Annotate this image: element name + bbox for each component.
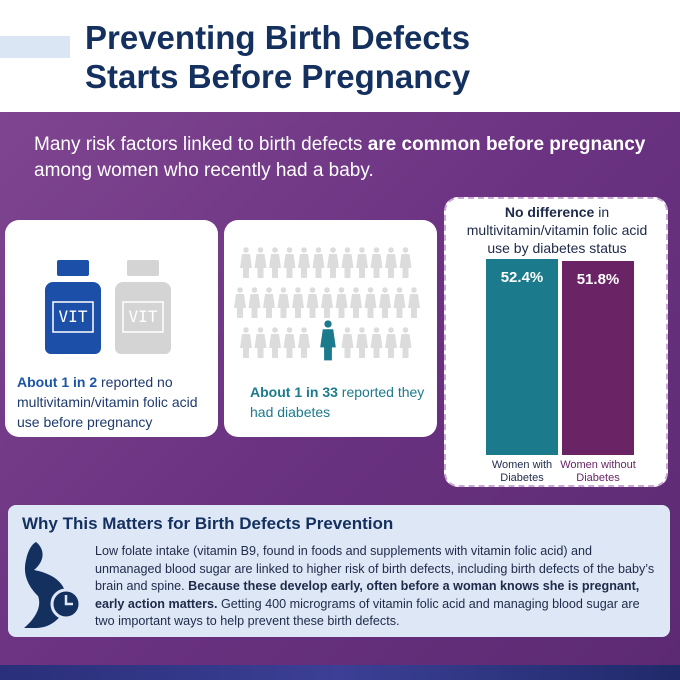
bottle (115, 282, 171, 354)
person (254, 327, 267, 358)
person (248, 287, 261, 318)
card: VIT VIT About 1 in 2 reported no multivi… (5, 220, 218, 437)
why-box: Why This Matters for Birth Defects Preve… (8, 505, 670, 637)
bar (486, 259, 558, 455)
person (408, 287, 420, 318)
person (370, 247, 383, 278)
person (393, 287, 406, 318)
person (298, 327, 310, 358)
plot: 52.4% Women with Diabetes 51.8% Women witho… (486, 259, 636, 484)
person (356, 327, 368, 358)
person (385, 327, 397, 358)
bottle-label (122, 301, 164, 333)
person (379, 287, 391, 318)
person (356, 247, 368, 278)
person (283, 327, 296, 358)
chart-title-text: in multivitamin/vitamin folic acid use b… (466, 204, 648, 256)
intro-text: Many risk factors linked to birth defect… (34, 134, 368, 155)
value-label: 52.4% (500, 269, 544, 286)
title-line: Preventing Birth Defects (85, 19, 471, 56)
person (364, 287, 377, 318)
why-bold: Because these develop early, often befor… (95, 579, 640, 611)
card-text: About 1 in 33 reported they had diabetes (250, 382, 430, 422)
bottle-label (52, 301, 94, 333)
intro-bold: are common before pregnancy (367, 134, 646, 155)
bottles: VIT VIT (45, 260, 171, 354)
person (298, 247, 310, 278)
category-label: Women without Diabetes (560, 459, 636, 484)
person (240, 327, 252, 358)
bottle-cap (127, 260, 159, 276)
person (277, 287, 290, 318)
bottle-text: VIT (59, 307, 88, 326)
person (263, 287, 275, 318)
why-text: Getting 400 micrograms of vitamin folic … (95, 596, 640, 629)
person (350, 287, 362, 318)
person (240, 247, 252, 278)
person (385, 247, 397, 278)
card: About 1 in 33 reported they had diabetes (224, 220, 437, 437)
title: Preventing Birth Defects Starts Before P… (85, 18, 470, 96)
person (269, 327, 281, 358)
chart-card: No difference in multivitamin/vitamin fo… (444, 197, 668, 487)
intro: Many risk factors linked to birth defect… (34, 132, 654, 184)
chart-title-bold: No difference (504, 204, 595, 220)
why-title: Why This Matters for Birth Defects Preve… (22, 514, 394, 533)
bottle-cap (57, 260, 89, 276)
title-line: Starts Before Pregnancy (85, 58, 471, 95)
why-body: Low folate intake (vitamin B9, found in … (95, 543, 655, 631)
person (370, 327, 383, 358)
card-bold: About 1 in 33 (250, 384, 338, 400)
value-label: 51.8% (576, 271, 620, 289)
person (306, 287, 319, 318)
pregnancy-icon (24, 542, 82, 628)
person (283, 247, 296, 278)
bottle-text: VIT (129, 307, 158, 326)
card-body: reported no multivitamin/vitamin folic a… (17, 374, 198, 430)
people-grid (234, 247, 420, 361)
why-text: Low folate intake (vitamin B9, found in … (95, 544, 655, 593)
chart-title: No difference in multivitamin/vitamin fo… (454, 203, 660, 257)
person (327, 247, 339, 278)
person (335, 287, 348, 318)
highlighted-person (320, 320, 336, 361)
clock-hands (64, 595, 73, 606)
person (341, 247, 354, 278)
person (399, 247, 412, 278)
bar (562, 261, 634, 455)
category-label: Women with Diabetes (491, 459, 553, 484)
person (234, 287, 246, 318)
person (399, 327, 412, 358)
card-bold: About 1 in 2 (17, 374, 98, 390)
person (312, 247, 325, 278)
person (254, 247, 267, 278)
person (292, 287, 304, 318)
person (269, 247, 281, 278)
accent-bar (0, 36, 70, 58)
bottle (45, 282, 101, 354)
person (321, 287, 333, 318)
footer-strip (0, 665, 680, 680)
card-text: About 1 in 2 reported no multivitamin/vi… (17, 372, 212, 432)
card-body: reported they had diabetes (250, 384, 425, 420)
intro-text: among women who recently had a baby. (34, 160, 374, 181)
person (341, 327, 354, 358)
